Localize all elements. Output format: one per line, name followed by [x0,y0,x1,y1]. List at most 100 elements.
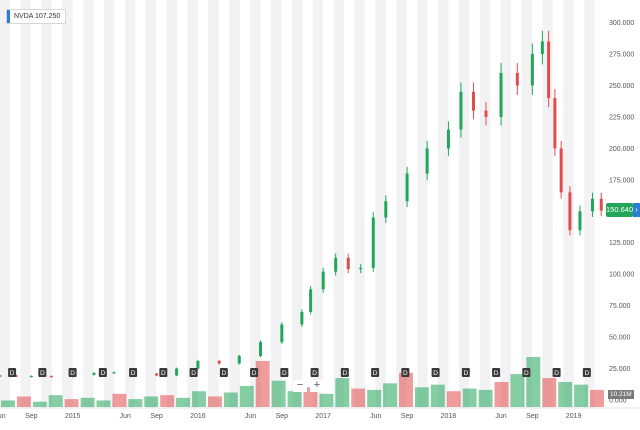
volume-bar [383,383,398,407]
y-tick-label: 175.000 [609,177,634,184]
y-tick-label: 275.000 [609,52,634,59]
candle-body [309,289,313,312]
zoom-out-button[interactable]: − [293,380,307,392]
volume-bar [112,393,127,407]
month-band [479,0,491,408]
x-tick-label: Jun [0,413,6,420]
month-band [83,0,94,408]
dividend-marker [401,368,410,377]
volume-bar [144,396,159,407]
month-band [437,0,449,408]
y-tick-label: 25.000 [609,366,631,373]
y-tick-label: 200.000 [609,146,634,153]
volume-bar [526,357,541,407]
month-band [521,0,532,408]
candle-body [14,375,18,377]
month-band [375,0,386,408]
candle-body [446,129,450,149]
dividend-marker [310,368,319,377]
volume-bar [367,389,382,407]
candle-body [112,372,116,374]
volume-bar [478,389,493,407]
month-band [208,0,219,408]
x-tick-label: Sep [25,413,38,420]
dividend-marker [461,368,470,377]
volume-bar [160,395,175,407]
dividend-marker [68,368,77,377]
ticker-label[interactable]: NVDA 107.250 [6,9,67,24]
dividend-marker [8,368,17,377]
dividend-marker [552,368,561,377]
x-tick-label: Jun [370,413,381,420]
volume-bar [414,387,429,407]
dividend-marker-label: D [282,370,287,377]
candle-body [280,324,284,343]
volume-bar [48,395,63,407]
dividend-marker-label: D [524,370,529,377]
dividend-marker-label: D [342,370,347,377]
month-band [354,0,365,408]
y-tick-label: 100.000 [609,272,634,279]
candle-body [540,41,544,55]
dividend-marker [159,368,168,377]
volume-bar [64,399,79,407]
month-band [187,0,198,408]
candle-body [471,91,475,111]
month-band [229,0,240,408]
candle-body [92,372,96,375]
volume-bar [1,400,15,407]
candle-body [530,54,534,86]
dividend-marker [492,368,501,377]
volume-label: 10.21M [608,390,634,399]
candle-body [29,376,33,378]
volume-bar [207,396,222,407]
month-band [270,0,282,408]
month-band [584,0,595,408]
dividend-marker [582,368,591,377]
dividend-marker [250,368,259,377]
dividend-marker [129,368,138,377]
candle-body [599,198,603,211]
month-band [333,0,345,408]
volume-bar [542,378,557,407]
volume-bar [574,384,589,407]
volume-bar [319,393,334,407]
volume-bar [510,374,525,407]
y-tick-label: 225.000 [609,114,634,121]
candle-body [300,311,304,325]
volume-bar [80,397,95,407]
dividend-marker [431,368,440,377]
candle-body [484,110,488,117]
y-tick-label: 0.000 [609,398,627,405]
dividend-marker-label: D [10,370,15,377]
candle-body [346,257,350,270]
candle-body [237,355,241,364]
month-band [291,0,303,408]
dividend-marker [189,368,198,377]
zoom-in-button[interactable]: + [310,380,324,392]
month-band [20,0,31,408]
dividend-marker-label: D [433,370,438,377]
month-band [166,0,178,408]
y-tick-label: 125.000 [609,240,634,247]
dividend-marker-label: D [403,370,408,377]
chevron-right-icon[interactable]: › [633,203,640,217]
candle-body [547,41,551,99]
month-band [62,0,73,408]
month-band [145,0,157,408]
dividend-marker-label: D [161,370,166,377]
month-band [417,0,428,408]
candle-body [371,217,375,268]
month-band [103,0,115,408]
dividend-marker-label: D [373,370,378,377]
candle-body [334,257,338,272]
month-band [124,0,136,408]
dividend-marker-label: D [40,370,45,377]
month-band [0,0,11,408]
candle-body [499,72,503,117]
month-band [250,0,261,408]
x-tick-label: 2015 [65,413,81,420]
dividend-marker-label: D [221,370,226,377]
dividend-marker-label: D [463,370,468,377]
